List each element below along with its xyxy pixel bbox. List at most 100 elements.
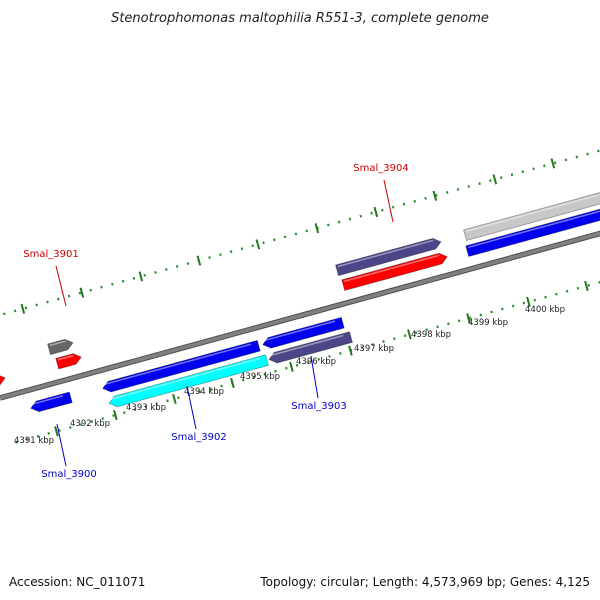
inner-rail-minor-tick: [252, 375, 256, 379]
gene-label[interactable]: Smal_3901: [23, 249, 78, 260]
outer-rail-minor-tick: [24, 306, 28, 310]
genome-stats-text: Topology: circular; Length: 4,573,969 bp…: [259, 575, 590, 589]
inner-rail-minor-tick: [457, 319, 461, 323]
gene-arrow[interactable]: [463, 184, 600, 242]
gene-arrow-highlight: [344, 254, 440, 283]
outer-rail-minor-tick: [240, 247, 244, 251]
kbp-tick-label: 4393 kbp: [126, 403, 166, 413]
outer-rail-minor-tick: [597, 149, 600, 153]
outer-rail-minor-tick: [294, 232, 298, 236]
gene-arrow[interactable]: [268, 331, 353, 365]
gene-arrow-shape: [30, 391, 73, 413]
outer-rail-minor-tick: [413, 199, 417, 203]
scale-ticks: [3, 149, 600, 444]
gene-arrow[interactable]: [55, 352, 83, 370]
inner-rail-minor-tick: [565, 289, 569, 293]
outer-rail-minor-tick: [251, 244, 255, 248]
inner-rail-minor-tick: [241, 378, 245, 382]
inner-major-tick: [113, 409, 118, 421]
outer-rail-minor-tick: [35, 303, 38, 307]
inner-rail-minor-tick: [306, 360, 310, 364]
gene-label[interactable]: Smal_3900: [41, 469, 96, 480]
gene-arrow-highlight: [468, 202, 600, 249]
outer-major-tick: [79, 287, 85, 298]
outer-rail-minor-tick: [532, 167, 535, 171]
outer-rail-minor-tick: [327, 223, 330, 227]
gene-arrow[interactable]: [335, 237, 443, 277]
inner-rail-minor-tick: [328, 354, 331, 358]
gene-arrow[interactable]: [108, 354, 269, 409]
inner-rail-minor-tick: [382, 340, 385, 343]
kbp-tick-label: 4392 kbp: [70, 419, 110, 429]
inner-major-tick: [289, 361, 294, 372]
outer-rail-minor-tick: [553, 161, 557, 165]
inner-major-tick: [584, 280, 589, 292]
gene-arrow-highlight: [31, 395, 64, 406]
inner-rail-minor-tick: [133, 408, 137, 412]
outer-rail-minor-tick: [370, 211, 373, 215]
inner-rail-minor-tick: [393, 337, 396, 341]
gene-arrow[interactable]: [29, 391, 73, 414]
inner-rail-minor-tick: [36, 434, 40, 438]
inner-major-tick: [526, 296, 531, 307]
gene-arrow[interactable]: [0, 373, 7, 392]
gene-arrow[interactable]: [47, 337, 75, 356]
outer-rail-minor-tick: [521, 170, 525, 174]
gene-arrow[interactable]: [465, 200, 600, 258]
inner-rail-minor-tick: [25, 437, 29, 441]
inner-rail-minor-tick: [317, 357, 321, 361]
gene-arrow-shape: [0, 374, 6, 392]
inner-rail-minor-tick: [47, 431, 50, 435]
gene-label[interactable]: Smal_3903: [291, 401, 346, 412]
outer-rail-minor-tick: [478, 182, 481, 185]
gene-label[interactable]: Smal_3904: [353, 163, 408, 174]
inner-rail-minor-tick: [501, 307, 504, 311]
accession-text: Accession: NC_011071: [9, 575, 145, 589]
gene-arrow[interactable]: [101, 339, 261, 393]
inner-rail-minor-tick: [522, 301, 526, 305]
gene-arrow-shape: [335, 237, 442, 277]
outer-rail-minor-tick: [229, 250, 233, 254]
gene-arrow[interactable]: [341, 251, 449, 292]
outer-major-tick: [138, 271, 144, 282]
gene-label-leader: [186, 385, 197, 430]
inner-rail-minor-tick: [177, 396, 180, 400]
inner-rail-minor-tick: [263, 372, 266, 376]
outer-rail-minor-tick: [111, 282, 114, 286]
gene-arrow[interactable]: [261, 316, 345, 350]
outer-rail-minor-tick: [305, 229, 309, 233]
gene-label[interactable]: Smal_3902: [171, 432, 226, 443]
inner-rail-minor-tick: [533, 298, 537, 302]
outer-major-tick: [492, 174, 498, 185]
outer-rail-minor-tick: [424, 196, 427, 200]
gene-arrow-highlight: [103, 343, 252, 386]
gene-arrow-highlight: [269, 334, 344, 357]
outer-rail-minor-tick: [586, 152, 589, 156]
inner-major-tick: [230, 377, 235, 389]
inner-rail-minor-tick: [144, 405, 148, 409]
outer-rail-minor-tick: [121, 279, 125, 283]
outer-rail-minor-tick: [13, 309, 17, 313]
outer-rail-minor-tick: [348, 217, 352, 221]
gene-arrow-highlight: [58, 354, 74, 361]
outer-rail-minor-tick: [3, 312, 6, 316]
outer-major-tick: [255, 239, 261, 250]
inner-rail-minor-tick: [555, 292, 558, 296]
outer-rail-minor-tick: [154, 270, 157, 274]
inner-rail-minor-tick: [403, 334, 407, 338]
outer-rail-minor-tick: [165, 268, 168, 271]
inner-rail-minor-tick: [587, 283, 591, 287]
outer-major-tick: [550, 158, 556, 169]
inner-rail-minor-tick: [79, 423, 83, 426]
inner-rail-minor-tick: [285, 366, 288, 370]
inner-rail-minor-tick: [123, 411, 126, 415]
outer-rail-minor-tick: [46, 300, 49, 304]
outer-rail-minor-tick: [57, 297, 60, 301]
inner-rail-minor-tick: [274, 369, 277, 373]
inner-major-tick: [466, 313, 471, 324]
gene-arrow-shape: [108, 354, 269, 408]
gene-arrow-highlight: [49, 340, 66, 347]
gene-arrow-shape: [262, 316, 345, 349]
outer-rail-minor-tick: [143, 273, 147, 277]
